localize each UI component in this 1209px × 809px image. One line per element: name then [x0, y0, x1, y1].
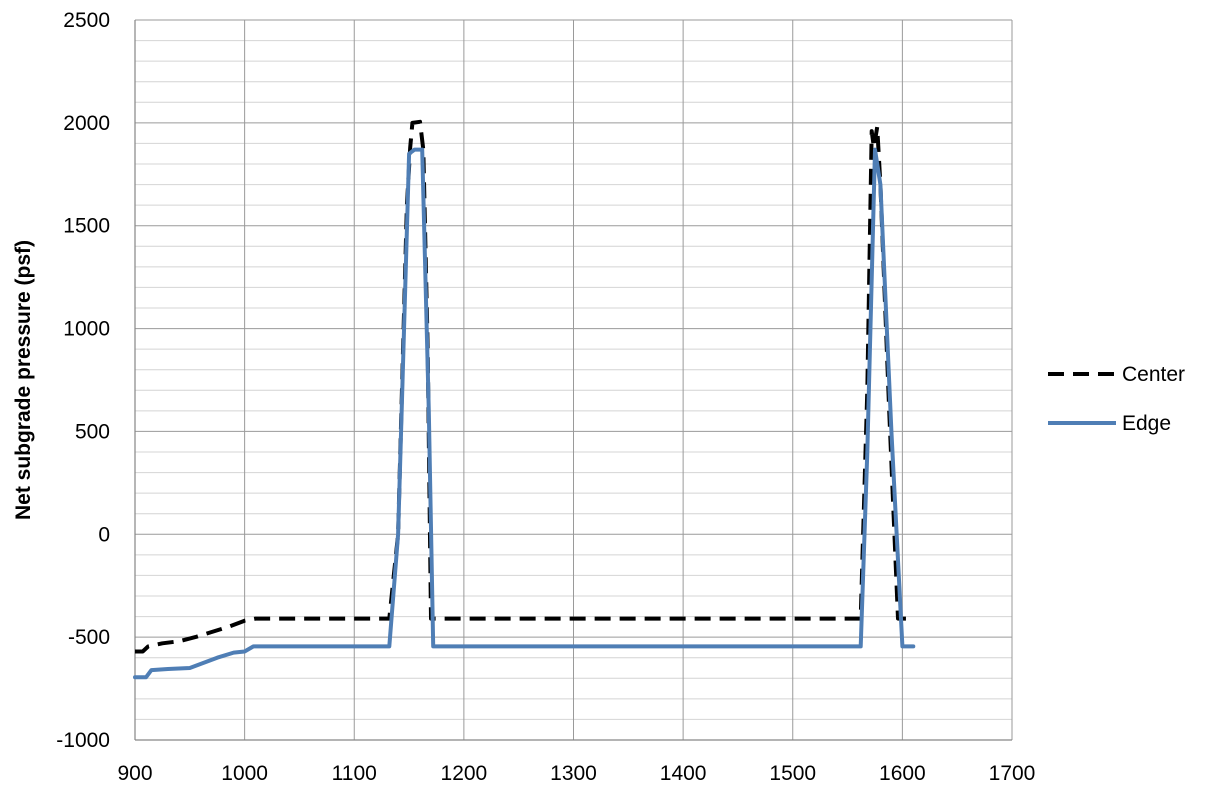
axes	[134, 20, 1012, 741]
y-tick-label: -1000	[56, 729, 110, 752]
y-tick-label: 2500	[63, 9, 110, 32]
x-tick-label: 1500	[769, 762, 816, 785]
y-tick-label: 500	[75, 420, 110, 443]
y-tick-label: 1500	[63, 215, 110, 238]
legend-label-center: Center	[1122, 363, 1185, 386]
x-tick-label: 1000	[221, 762, 268, 785]
x-tick-label: 1200	[441, 762, 488, 785]
x-tick-label: 1400	[660, 762, 707, 785]
y-tick-labels: -1000 -500 0 500 1000 1500 2000 2500	[56, 9, 110, 752]
legend: Center Edge	[1048, 363, 1185, 435]
y-axis-label: Net subgrade pressure (psf)	[12, 240, 35, 520]
series-layer	[133, 119, 916, 680]
x-tick-labels: 900 1000 1100 1200 1300 1400 1500 1600 1700	[117, 762, 1035, 785]
x-tick-label: 1600	[879, 762, 926, 785]
y-tick-label: 1000	[63, 318, 110, 341]
x-tick-label: 1700	[989, 762, 1036, 785]
y-tick-label: 0	[98, 523, 110, 546]
y-tick-label: 2000	[63, 112, 110, 135]
legend-label-edge: Edge	[1122, 412, 1171, 435]
x-tick-label: 1100	[332, 762, 377, 785]
y-tick-label: -500	[68, 626, 110, 649]
series-line-edge	[133, 147, 916, 680]
x-tick-label: 900	[117, 762, 152, 785]
x-tick-label: 1300	[550, 762, 597, 785]
series-line-center	[135, 119, 914, 654]
